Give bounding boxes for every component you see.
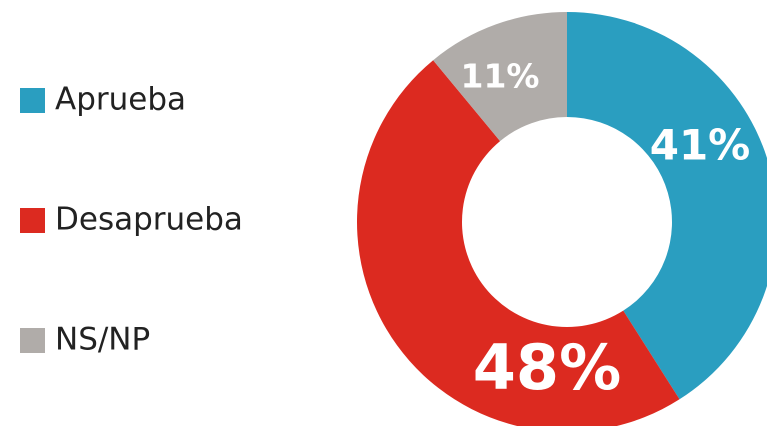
legend-label: Aprueba (55, 82, 186, 118)
pie-slice (567, 12, 767, 400)
pie-slice (357, 60, 680, 426)
legend-label: Desaprueba (55, 202, 243, 238)
legend-label: NS/NP (55, 322, 150, 358)
data-label: 41% (650, 121, 751, 170)
data-label: 48% (473, 331, 621, 404)
legend-swatch (20, 208, 45, 233)
legend-swatch (20, 328, 45, 353)
legend-swatch (20, 88, 45, 113)
data-label: 11% (461, 57, 540, 96)
pie-slice (433, 12, 567, 142)
